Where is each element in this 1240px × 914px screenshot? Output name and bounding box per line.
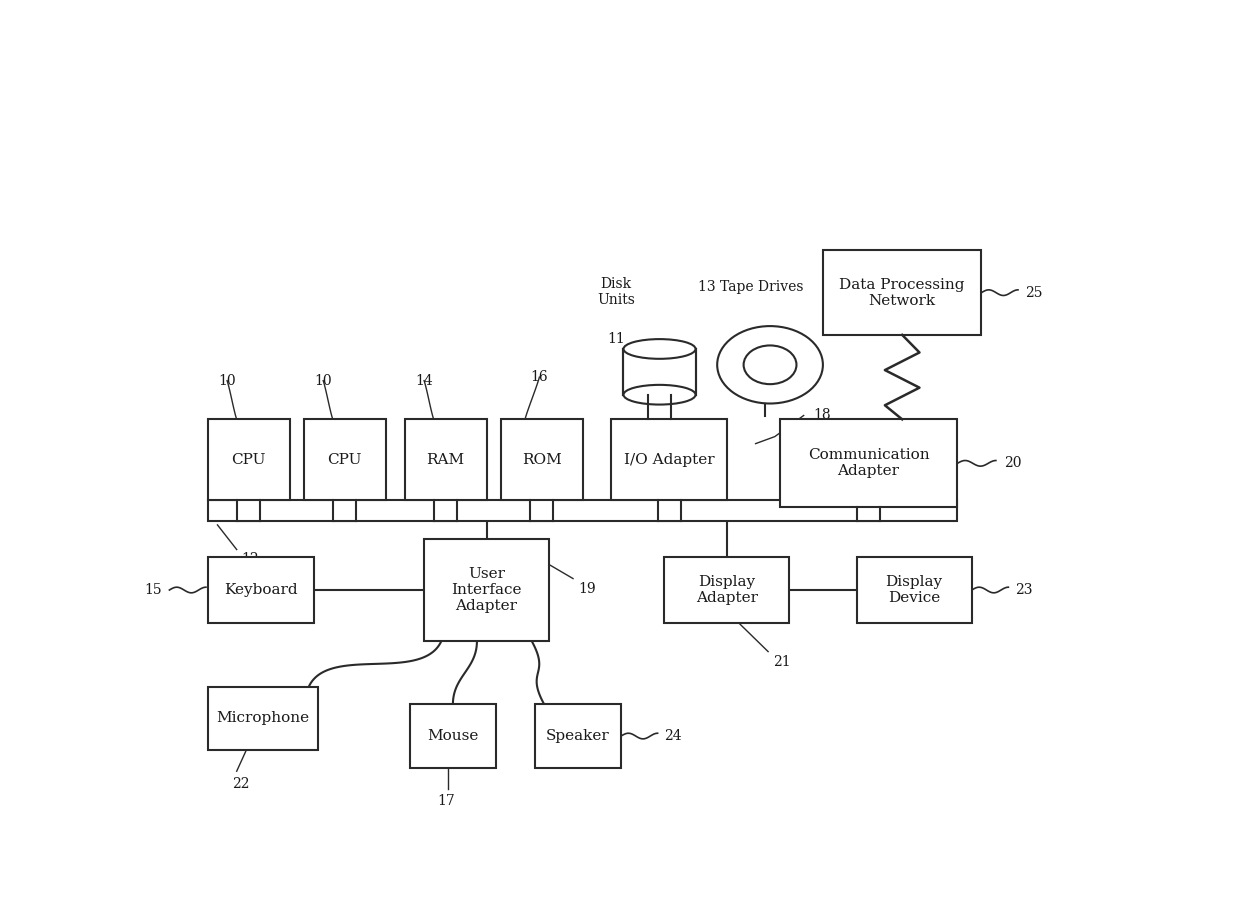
- Bar: [409, 705, 496, 768]
- Bar: [780, 420, 957, 507]
- Text: RAM: RAM: [427, 452, 465, 467]
- Text: 24: 24: [665, 729, 682, 743]
- Text: Mouse: Mouse: [428, 729, 479, 743]
- Text: Data Processing
Network: Data Processing Network: [839, 278, 965, 308]
- Text: 15: 15: [144, 583, 161, 597]
- Text: 18: 18: [813, 409, 831, 422]
- Circle shape: [717, 326, 823, 403]
- Text: Communication
Adapter: Communication Adapter: [807, 448, 929, 478]
- Text: ROM: ROM: [522, 452, 562, 467]
- Bar: [304, 420, 386, 500]
- Text: 12: 12: [242, 552, 259, 567]
- Bar: [611, 420, 727, 500]
- Ellipse shape: [624, 385, 696, 405]
- Ellipse shape: [624, 339, 696, 359]
- Bar: [501, 420, 583, 500]
- Bar: [857, 557, 972, 623]
- Text: 19: 19: [578, 582, 595, 596]
- Text: Speaker: Speaker: [546, 729, 610, 743]
- Text: 16: 16: [531, 370, 548, 384]
- Bar: [334, 500, 356, 521]
- Text: 20: 20: [1003, 456, 1021, 471]
- Text: 13 Tape Drives: 13 Tape Drives: [698, 281, 804, 294]
- Text: Keyboard: Keyboard: [224, 583, 298, 597]
- Text: 10: 10: [315, 374, 332, 388]
- Bar: [208, 500, 957, 521]
- Text: CPU: CPU: [232, 452, 265, 467]
- Text: 10: 10: [218, 374, 236, 388]
- Bar: [237, 500, 260, 521]
- Bar: [208, 686, 319, 750]
- Bar: [625, 349, 694, 395]
- Text: CPU: CPU: [327, 452, 362, 467]
- Text: Display
Device: Display Device: [885, 575, 942, 605]
- Bar: [531, 500, 553, 521]
- Text: Microphone: Microphone: [217, 711, 310, 726]
- Bar: [823, 250, 982, 335]
- Bar: [657, 500, 681, 521]
- Text: Disk
Units: Disk Units: [598, 277, 635, 307]
- Bar: [857, 500, 880, 521]
- Text: User
Interface
Adapter: User Interface Adapter: [451, 567, 522, 613]
- Bar: [424, 539, 549, 641]
- Bar: [434, 500, 458, 521]
- Bar: [208, 420, 290, 500]
- Text: 11: 11: [608, 332, 625, 346]
- Text: 22: 22: [232, 777, 249, 791]
- Text: 21: 21: [773, 655, 791, 669]
- Bar: [208, 557, 314, 623]
- Text: 25: 25: [1024, 286, 1042, 300]
- Text: I/O Adapter: I/O Adapter: [624, 452, 714, 467]
- Text: 17: 17: [438, 794, 455, 809]
- Text: Display
Adapter: Display Adapter: [696, 575, 758, 605]
- Text: 14: 14: [415, 374, 433, 388]
- Bar: [665, 557, 789, 623]
- Bar: [404, 420, 486, 500]
- Bar: [534, 705, 621, 768]
- Text: 23: 23: [1016, 583, 1033, 597]
